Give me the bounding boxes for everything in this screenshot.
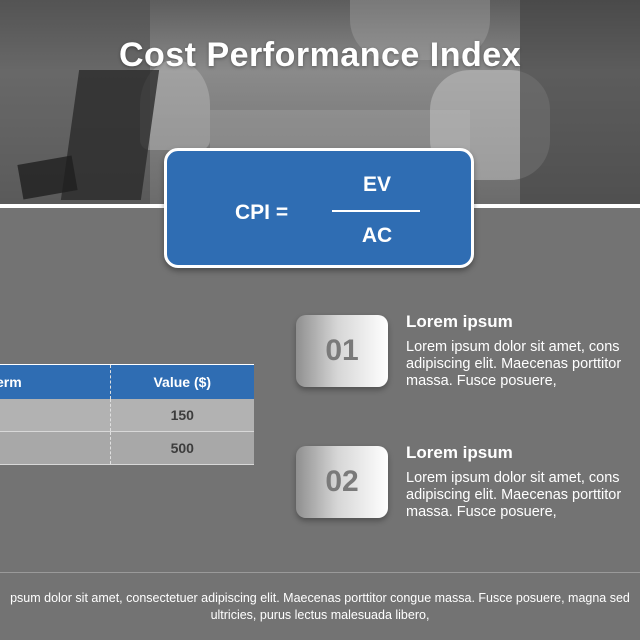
table-cell-value: 500 (110, 431, 254, 465)
formula-label: CPI = (235, 201, 289, 224)
footer-line: ultricies, purus lectus malesuada libero… (210, 608, 430, 622)
table-row: 150 (0, 399, 254, 432)
table-cell-value: 150 (110, 399, 254, 432)
point-body-line: Lorem ipsum dolor sit amet, cons (406, 339, 620, 355)
point-body-line: adipiscing elit. Maecenas porttitor (406, 356, 622, 372)
point-body-line: massa. Fusce posuere, (406, 504, 557, 520)
point-body-02: Lorem ipsum dolor sit amet, cons adipisc… (406, 470, 640, 521)
value-table: erm Value ($) 150 500 (0, 364, 254, 465)
point-body-line: adipiscing elit. Maecenas porttitor (406, 487, 622, 503)
footer-text: psum dolor sit amet, consectetuer adipis… (0, 590, 640, 624)
point-heading-02: Lorem ipsum (406, 443, 513, 462)
number-badge-01: 01 (296, 315, 388, 387)
table-cell-term (0, 431, 111, 465)
point-body-line: Lorem ipsum dolor sit amet, cons (406, 470, 620, 486)
formula-numerator: EV (362, 173, 391, 196)
footer-line: psum dolor sit amet, consectetuer adipis… (10, 591, 630, 605)
badge-number: 01 (325, 334, 359, 367)
table-header-value: Value ($) (110, 364, 254, 399)
formula-denominator: AC (361, 224, 393, 247)
slide-title: Cost Performance Index (118, 36, 522, 74)
table-row: 500 (0, 431, 254, 465)
table-header-row: erm Value ($) (0, 364, 254, 399)
table-header-term: erm (0, 364, 111, 399)
badge-number: 02 (325, 465, 359, 498)
cpi-formula-box: CPI = EV AC (164, 148, 474, 268)
number-badge-02: 02 (296, 446, 388, 518)
point-body-line: massa. Fusce posuere, (406, 373, 557, 389)
footer-divider (0, 572, 640, 573)
table-cell-term (0, 399, 111, 432)
fraction-bar (332, 210, 420, 212)
point-heading-01: Lorem ipsum (406, 312, 513, 331)
point-body-01: Lorem ipsum dolor sit amet, cons adipisc… (406, 339, 640, 390)
